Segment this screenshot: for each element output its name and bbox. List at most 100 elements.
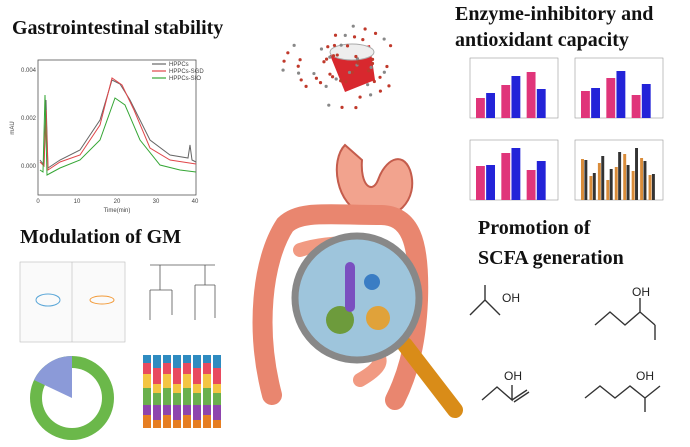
- mini-bar: [581, 91, 590, 118]
- atom: [292, 43, 296, 47]
- composition-bar: [163, 405, 171, 415]
- gut-illustration: [252, 143, 463, 418]
- mini-bar: [536, 161, 546, 200]
- mini-bar: [643, 161, 647, 200]
- panel-title: Modulation of GM: [20, 226, 181, 248]
- mini-bar: [597, 163, 601, 200]
- composition-bar: [203, 415, 211, 428]
- atom: [385, 64, 389, 69]
- composition-bar: [153, 393, 161, 405]
- hydroxyl-label: OH: [504, 369, 522, 383]
- composition-bar: [173, 368, 181, 384]
- mini-bar: [486, 165, 495, 200]
- atom: [370, 61, 375, 66]
- mini-bar: [591, 88, 600, 118]
- composition-bar: [203, 388, 211, 405]
- composition-bar: [183, 388, 191, 405]
- atom: [282, 59, 286, 63]
- molecule-cluster: [281, 24, 393, 110]
- y-tick-label: 0.002: [21, 116, 37, 122]
- mini-bar: [476, 98, 485, 118]
- atom: [350, 70, 355, 74]
- composition-bar: [173, 405, 181, 420]
- composition-bar: [143, 363, 151, 374]
- composition-bar: [163, 363, 171, 374]
- atom: [369, 93, 373, 97]
- mini-bar: [648, 175, 652, 200]
- atom: [296, 71, 301, 75]
- mini-bar: [641, 84, 651, 118]
- atom: [331, 54, 336, 58]
- mini-bar: [626, 165, 630, 200]
- x-tick-label: 0: [36, 199, 40, 205]
- atom: [333, 33, 338, 37]
- composition-bar: [203, 374, 211, 388]
- atom: [298, 58, 302, 62]
- microbe: [326, 306, 354, 334]
- atom: [312, 71, 316, 76]
- atom: [322, 60, 326, 64]
- valeric-acid: [584, 385, 661, 412]
- composition-bar: [173, 393, 181, 405]
- panel-title: Promotion of: [478, 217, 591, 239]
- composition-bar: [153, 384, 161, 393]
- atom: [330, 75, 335, 79]
- atom: [361, 38, 365, 42]
- y-tick-label: 0.004: [21, 68, 37, 74]
- panel-title: antioxidant capacity: [455, 29, 629, 51]
- atom: [345, 44, 350, 48]
- magnifier-handle: [397, 337, 463, 418]
- atom: [347, 70, 352, 75]
- atom: [387, 84, 391, 88]
- x-tick-label: 20: [114, 199, 121, 205]
- mini-bar: [526, 72, 536, 118]
- composition-bar: [153, 355, 161, 368]
- atom: [318, 80, 323, 85]
- atom: [354, 105, 358, 110]
- mini-bar: [501, 85, 511, 118]
- mini-charts: [469, 57, 664, 201]
- atom: [378, 75, 382, 79]
- x-tick-label: 10: [74, 199, 81, 205]
- mini-bar: [584, 160, 588, 200]
- atom: [324, 57, 329, 61]
- atom: [366, 83, 370, 87]
- atom: [355, 57, 360, 61]
- mini-bar: [486, 93, 495, 118]
- trace: [39, 94, 197, 176]
- atom: [326, 45, 330, 49]
- mini-bar: [631, 95, 641, 118]
- mini-bar: [606, 180, 610, 200]
- y-tick-label: 0.000: [21, 164, 37, 170]
- panel-title: Enzyme-inhibitory and: [455, 3, 653, 25]
- panel-title: Gastrointestinal stability: [12, 17, 223, 39]
- composition-bar: [213, 405, 221, 420]
- cluster-ellipse: [89, 295, 115, 305]
- cluster-ellipse: [35, 293, 61, 307]
- atom: [334, 77, 338, 81]
- composition-bar: [183, 374, 191, 388]
- gm-panels: [19, 261, 221, 440]
- composition-bar: [213, 384, 221, 393]
- composition-bar: [163, 355, 171, 363]
- atom: [369, 65, 373, 69]
- composition-bar: [193, 420, 201, 428]
- atom: [358, 95, 362, 99]
- composition-bar: [203, 363, 211, 374]
- cladogram-sector: [34, 355, 72, 398]
- composition-bar: [193, 384, 201, 393]
- atom: [382, 37, 386, 41]
- composition-bar: [183, 405, 191, 415]
- atom: [352, 35, 357, 39]
- mini-bar: [476, 166, 485, 200]
- mini-bar: [635, 148, 638, 200]
- mini-bar: [618, 152, 622, 200]
- microbe: [364, 274, 380, 290]
- composition-bar: [213, 355, 221, 368]
- composition-bar: [193, 393, 201, 405]
- mini-bar: [501, 153, 511, 200]
- acetic-acid: [469, 285, 501, 316]
- composition-bar: [143, 355, 151, 363]
- composition-bar: [213, 368, 221, 384]
- atom: [319, 47, 324, 51]
